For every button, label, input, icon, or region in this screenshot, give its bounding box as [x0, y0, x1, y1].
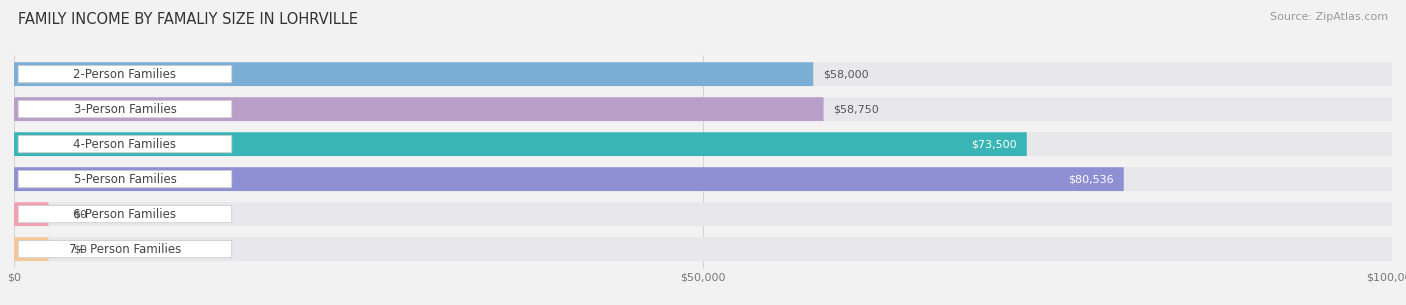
Text: Source: ZipAtlas.com: Source: ZipAtlas.com	[1270, 12, 1388, 22]
Text: $80,536: $80,536	[1069, 174, 1114, 184]
Text: $58,750: $58,750	[834, 104, 879, 114]
FancyBboxPatch shape	[18, 101, 232, 118]
Text: 3-Person Families: 3-Person Families	[73, 103, 176, 116]
FancyBboxPatch shape	[14, 132, 1392, 156]
Text: 5-Person Families: 5-Person Families	[73, 173, 176, 186]
FancyBboxPatch shape	[14, 97, 824, 121]
FancyBboxPatch shape	[18, 66, 232, 83]
Text: $0: $0	[73, 209, 87, 219]
Text: 2-Person Families: 2-Person Families	[73, 68, 177, 81]
Text: 6-Person Families: 6-Person Families	[73, 208, 177, 221]
FancyBboxPatch shape	[18, 206, 232, 223]
Text: $0: $0	[73, 244, 87, 254]
Text: 7+ Person Families: 7+ Person Families	[69, 243, 181, 256]
FancyBboxPatch shape	[14, 97, 1392, 121]
FancyBboxPatch shape	[14, 62, 1392, 86]
FancyBboxPatch shape	[14, 237, 48, 261]
FancyBboxPatch shape	[14, 237, 1392, 261]
FancyBboxPatch shape	[14, 132, 1026, 156]
FancyBboxPatch shape	[14, 167, 1123, 191]
FancyBboxPatch shape	[14, 167, 1392, 191]
Text: $73,500: $73,500	[972, 139, 1017, 149]
FancyBboxPatch shape	[18, 136, 232, 153]
FancyBboxPatch shape	[14, 202, 48, 226]
FancyBboxPatch shape	[18, 170, 232, 188]
Text: FAMILY INCOME BY FAMALIY SIZE IN LOHRVILLE: FAMILY INCOME BY FAMALIY SIZE IN LOHRVIL…	[18, 12, 359, 27]
FancyBboxPatch shape	[18, 241, 232, 258]
Text: $58,000: $58,000	[823, 69, 869, 79]
Text: 4-Person Families: 4-Person Families	[73, 138, 177, 151]
FancyBboxPatch shape	[14, 202, 1392, 226]
FancyBboxPatch shape	[14, 62, 813, 86]
